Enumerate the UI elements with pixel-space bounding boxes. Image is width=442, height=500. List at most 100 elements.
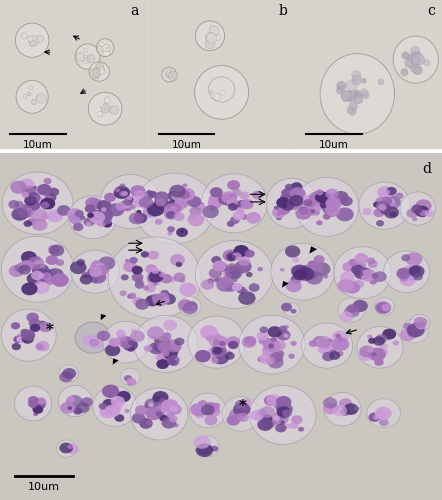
Ellipse shape — [159, 272, 166, 278]
Ellipse shape — [379, 201, 390, 210]
Ellipse shape — [126, 196, 132, 200]
Ellipse shape — [29, 86, 33, 89]
Ellipse shape — [122, 339, 138, 351]
Ellipse shape — [354, 254, 369, 264]
Ellipse shape — [156, 412, 163, 417]
Ellipse shape — [33, 267, 38, 272]
Ellipse shape — [284, 303, 300, 317]
Ellipse shape — [168, 200, 175, 205]
Ellipse shape — [368, 338, 376, 344]
Ellipse shape — [218, 194, 231, 204]
Ellipse shape — [416, 205, 425, 212]
Ellipse shape — [369, 348, 386, 361]
Ellipse shape — [149, 342, 164, 354]
Ellipse shape — [290, 309, 297, 314]
Ellipse shape — [271, 342, 282, 350]
Ellipse shape — [90, 261, 104, 272]
Ellipse shape — [32, 264, 50, 278]
Ellipse shape — [384, 206, 399, 218]
Ellipse shape — [374, 358, 384, 366]
Ellipse shape — [108, 237, 201, 319]
Ellipse shape — [182, 302, 198, 314]
Ellipse shape — [411, 51, 422, 62]
Ellipse shape — [153, 282, 158, 286]
Ellipse shape — [8, 200, 19, 209]
Ellipse shape — [46, 255, 58, 265]
Ellipse shape — [309, 191, 326, 205]
Ellipse shape — [65, 402, 76, 411]
Ellipse shape — [415, 200, 432, 212]
Ellipse shape — [156, 351, 173, 364]
Ellipse shape — [410, 314, 430, 332]
Ellipse shape — [150, 273, 160, 280]
Ellipse shape — [157, 292, 169, 302]
Ellipse shape — [233, 245, 249, 258]
Ellipse shape — [382, 189, 390, 196]
Ellipse shape — [390, 212, 397, 217]
Ellipse shape — [128, 198, 134, 203]
Ellipse shape — [168, 231, 173, 235]
Ellipse shape — [169, 202, 177, 208]
Ellipse shape — [105, 402, 119, 414]
Ellipse shape — [281, 200, 294, 211]
Ellipse shape — [227, 198, 238, 207]
Ellipse shape — [377, 186, 393, 199]
Ellipse shape — [213, 338, 227, 348]
Ellipse shape — [212, 351, 229, 364]
Ellipse shape — [408, 266, 421, 276]
Ellipse shape — [398, 268, 408, 276]
Ellipse shape — [32, 186, 37, 190]
Ellipse shape — [160, 200, 167, 205]
Ellipse shape — [87, 212, 94, 218]
Ellipse shape — [324, 392, 361, 426]
Ellipse shape — [286, 280, 302, 292]
Ellipse shape — [413, 204, 420, 210]
Ellipse shape — [151, 268, 160, 274]
Ellipse shape — [344, 282, 360, 294]
Ellipse shape — [98, 256, 115, 270]
Ellipse shape — [379, 342, 388, 349]
Ellipse shape — [147, 274, 162, 285]
Ellipse shape — [336, 86, 344, 94]
Ellipse shape — [298, 427, 304, 432]
Ellipse shape — [157, 342, 171, 352]
Ellipse shape — [376, 334, 387, 344]
Ellipse shape — [283, 196, 290, 202]
Ellipse shape — [117, 334, 127, 341]
Ellipse shape — [145, 264, 157, 274]
Ellipse shape — [354, 90, 359, 94]
Ellipse shape — [93, 265, 106, 276]
Ellipse shape — [409, 265, 425, 278]
Text: c: c — [427, 4, 434, 18]
Ellipse shape — [69, 196, 117, 238]
Ellipse shape — [163, 320, 177, 330]
Ellipse shape — [272, 207, 286, 218]
Ellipse shape — [304, 195, 311, 200]
Ellipse shape — [28, 200, 40, 210]
Ellipse shape — [98, 66, 105, 73]
Ellipse shape — [276, 330, 290, 340]
Ellipse shape — [98, 46, 102, 50]
Ellipse shape — [272, 412, 289, 425]
Ellipse shape — [285, 246, 300, 258]
Ellipse shape — [271, 243, 335, 300]
Ellipse shape — [340, 408, 350, 416]
Ellipse shape — [139, 418, 153, 429]
Ellipse shape — [343, 404, 358, 415]
Ellipse shape — [95, 263, 106, 272]
Ellipse shape — [232, 252, 242, 260]
Ellipse shape — [89, 211, 105, 224]
Ellipse shape — [298, 277, 304, 281]
Ellipse shape — [188, 304, 196, 310]
Polygon shape — [113, 358, 118, 364]
Ellipse shape — [22, 186, 38, 199]
Ellipse shape — [274, 206, 279, 210]
Ellipse shape — [315, 192, 330, 203]
Ellipse shape — [325, 197, 342, 210]
Ellipse shape — [89, 210, 103, 220]
Ellipse shape — [155, 198, 166, 206]
Ellipse shape — [80, 216, 85, 220]
Ellipse shape — [151, 335, 156, 339]
Ellipse shape — [378, 202, 385, 207]
Ellipse shape — [88, 92, 122, 125]
